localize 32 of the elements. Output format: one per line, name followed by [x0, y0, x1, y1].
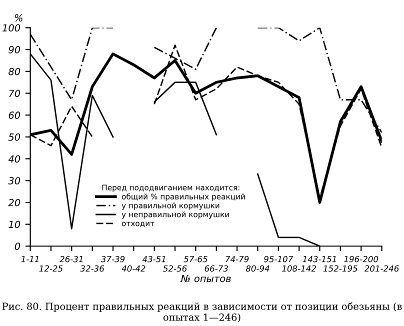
x-tick-label: 40-42 [122, 265, 146, 272]
x-tick-label: 43-51 [142, 256, 166, 262]
x-tick-label: 57-65 [184, 256, 208, 262]
x-tick-label: 37-39 [100, 256, 125, 262]
y-tick-label: 0 [14, 242, 20, 250]
y-tick-label: 90 [8, 46, 20, 54]
y-tick-label: 40 [8, 155, 20, 163]
y-tick-label: 60 [8, 112, 20, 119]
y-axis-title: % [14, 14, 22, 22]
x-tick-label: 32-36 [80, 265, 104, 272]
y-tick-label: 10 [8, 220, 20, 228]
x-tick-label: 80-94 [246, 265, 270, 272]
x-tick-label: 95-107 [264, 256, 294, 262]
y-tick-label: 20 [8, 198, 20, 206]
x-tick-label: 201-246 [364, 265, 399, 272]
text: Рис. 80. Процент правильных реакций в зависимости от позиции обезьяны (в опытах 1—246) [2, 302, 402, 322]
x-tick-label: 66-73 [204, 265, 228, 272]
x-tick-label: 196-200 [344, 256, 378, 262]
x-tick-label: 26-31 [60, 256, 82, 262]
y-tick-label: 70 [9, 90, 20, 98]
y-tick-label: 80 [8, 68, 20, 76]
x-axis-title: № опытов [180, 274, 231, 282]
y-tick-label: 30 [8, 177, 20, 184]
x-tick-label: 108-142 [282, 265, 316, 272]
x-tick-label: 74-79 [226, 256, 249, 262]
x-tick-label: 12-25 [39, 265, 63, 272]
x-tick-label: 52-56 [163, 265, 187, 272]
y-tick-label: 50 [8, 133, 20, 141]
x-tick-label: 1-11 [21, 256, 38, 262]
x-tick-label: 152-195 [323, 265, 358, 272]
y-tick-label: 100 [2, 24, 20, 32]
x-tick-label: 143-151 [302, 256, 336, 262]
